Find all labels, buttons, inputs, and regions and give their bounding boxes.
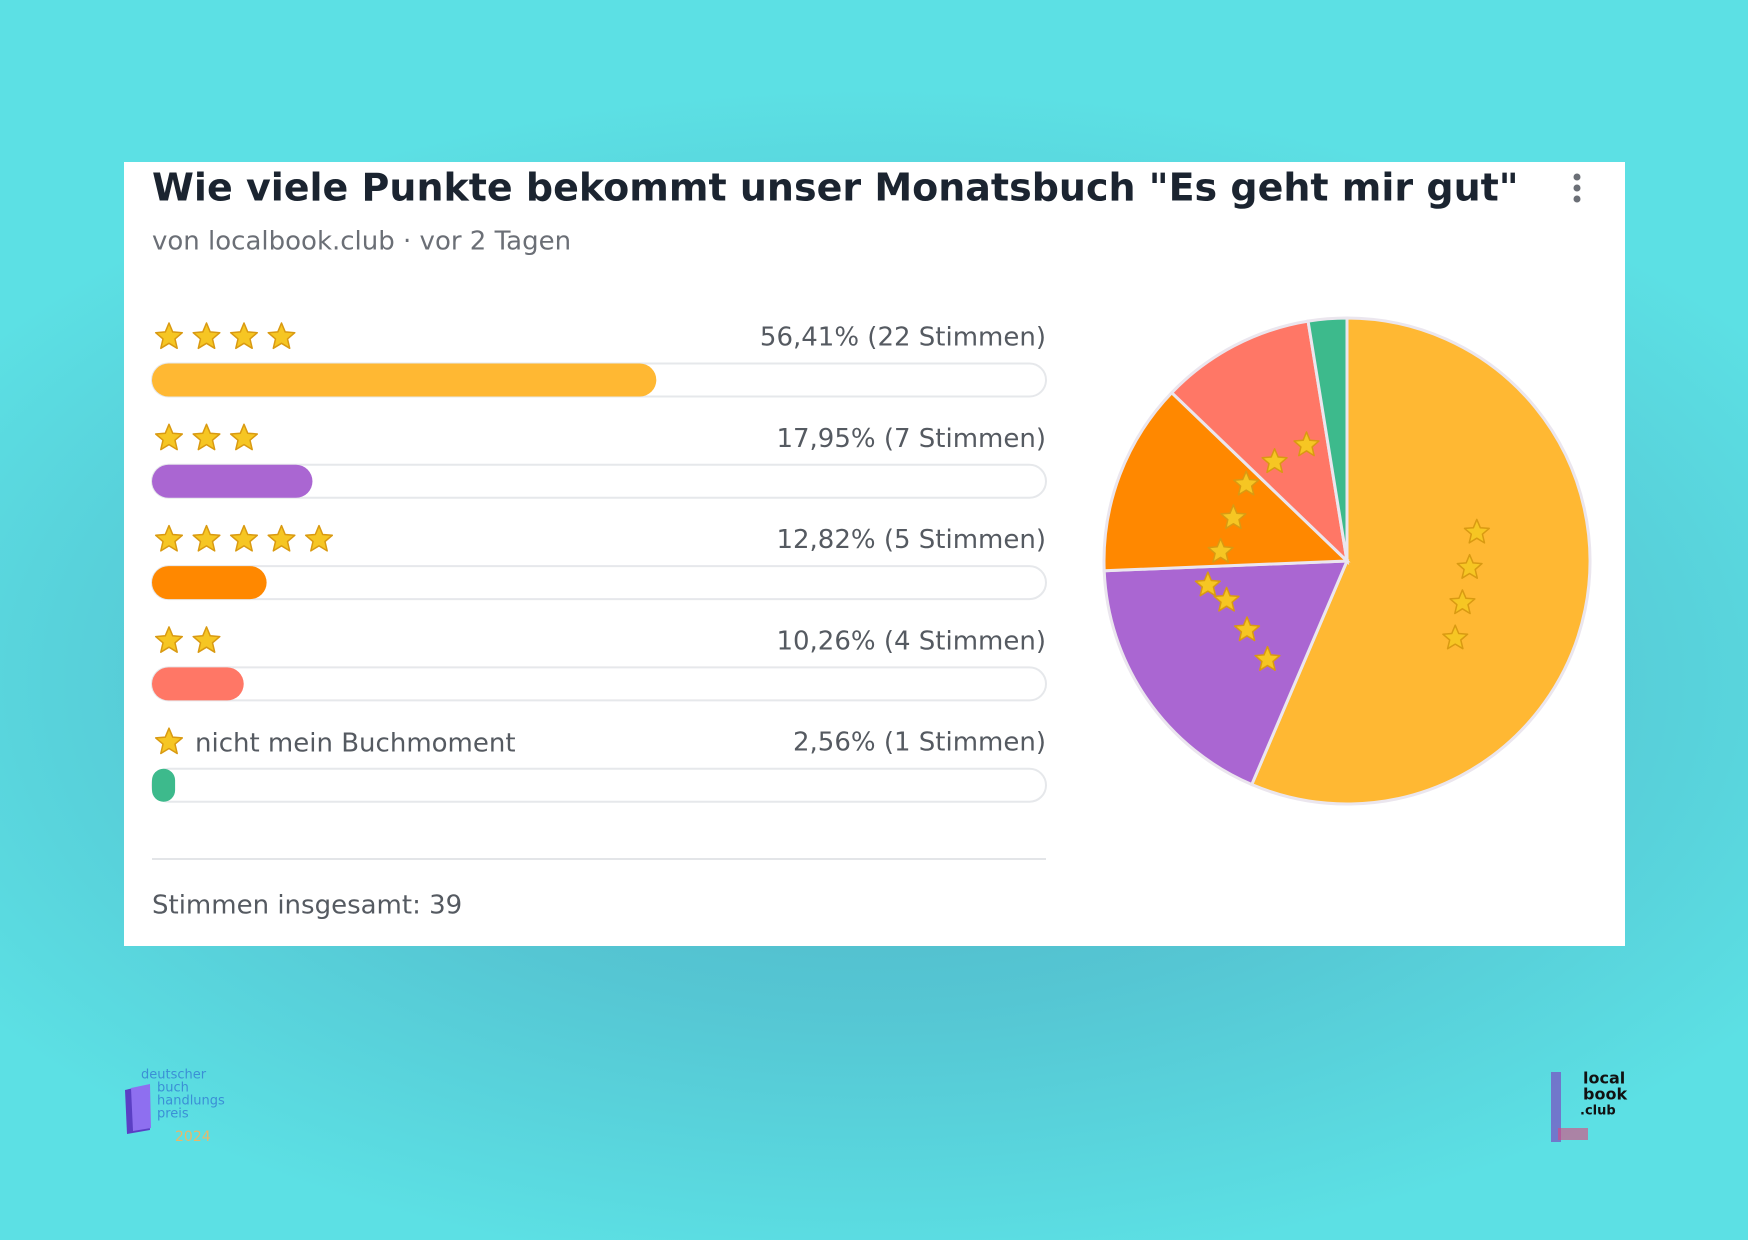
bar-track <box>151 565 1047 601</box>
star-icon <box>1449 589 1476 615</box>
star-icon <box>154 524 184 552</box>
star-icon <box>1194 571 1221 597</box>
pie-slice <box>1169 319 1350 566</box>
logo-left: deutscher buch handlungs preis 2024 <box>125 1068 225 1145</box>
logo-right: local book .club <box>1551 1069 1627 1142</box>
star-icon <box>154 322 184 350</box>
bar <box>152 768 176 802</box>
option-label: nicht mein Buchmoment <box>195 729 516 759</box>
star-icon <box>154 626 184 653</box>
logo-text: preis <box>157 1107 189 1122</box>
star-icon <box>1456 553 1483 579</box>
star-icon <box>267 524 296 552</box>
star-icon <box>1261 448 1288 474</box>
star-icon <box>192 423 221 451</box>
star-icon <box>1207 537 1234 563</box>
poll-title: Wie viele Punkte bekommt unser Monatsbuc… <box>152 166 1519 210</box>
logo-year: 2024 <box>175 1129 211 1145</box>
star-icon <box>1213 586 1240 612</box>
bar <box>152 363 657 397</box>
pie-slice <box>1102 390 1351 573</box>
star-icon <box>192 322 221 350</box>
star-icon <box>229 423 259 451</box>
menu-button[interactable] <box>1573 173 1581 203</box>
option-result: 12,82% (5 Stimmen) <box>776 525 1046 555</box>
logo-text: deutscher <box>141 1068 207 1083</box>
star-icon <box>267 322 296 350</box>
star-icon <box>1233 470 1260 496</box>
star-icon <box>1220 504 1247 530</box>
bar <box>152 566 267 600</box>
pie-slice <box>1249 316 1592 806</box>
star-icon <box>1463 518 1490 544</box>
star-icon <box>304 524 334 552</box>
logo-book-page <box>131 1084 151 1131</box>
option-result: 2,56% (1 Stimmen) <box>793 728 1046 758</box>
star-icon <box>154 423 184 451</box>
pie-slice <box>1306 316 1349 562</box>
star-icon <box>229 322 259 350</box>
star-icon <box>1254 645 1281 671</box>
logo-text: .club <box>1580 1104 1616 1119</box>
bar <box>152 667 244 701</box>
option-result: 17,95% (7 Stimmen) <box>776 424 1046 454</box>
star-icon <box>1233 616 1261 642</box>
bar-track <box>151 666 1047 702</box>
option-result: 56,41% (22 Stimmen) <box>760 323 1046 353</box>
logo-text: buch <box>157 1081 189 1096</box>
menu-dot <box>1573 184 1581 192</box>
option-result: 10,26% (4 Stimmen) <box>776 626 1046 656</box>
menu-dot <box>1573 173 1581 181</box>
logo-text: local <box>1583 1069 1625 1088</box>
bar-track <box>151 767 1047 803</box>
poll-total: Stimmen insgesamt: 39 <box>152 891 462 921</box>
menu-dot <box>1573 195 1581 203</box>
star-icon <box>1293 431 1320 457</box>
star-icon <box>229 524 259 552</box>
logo-mark <box>1558 1128 1588 1140</box>
logo-text: handlungs <box>157 1094 225 1109</box>
star-icon <box>192 626 221 653</box>
star-icon <box>1442 624 1469 650</box>
star-icon <box>192 524 221 552</box>
logo-text: book <box>1583 1085 1627 1104</box>
pie-slice <box>1102 559 1350 787</box>
bar <box>152 464 313 498</box>
star-icon <box>154 727 184 755</box>
logo-mark <box>1551 1072 1561 1142</box>
poll-meta: von localbook.club · vor 2 Tagen <box>152 227 571 257</box>
